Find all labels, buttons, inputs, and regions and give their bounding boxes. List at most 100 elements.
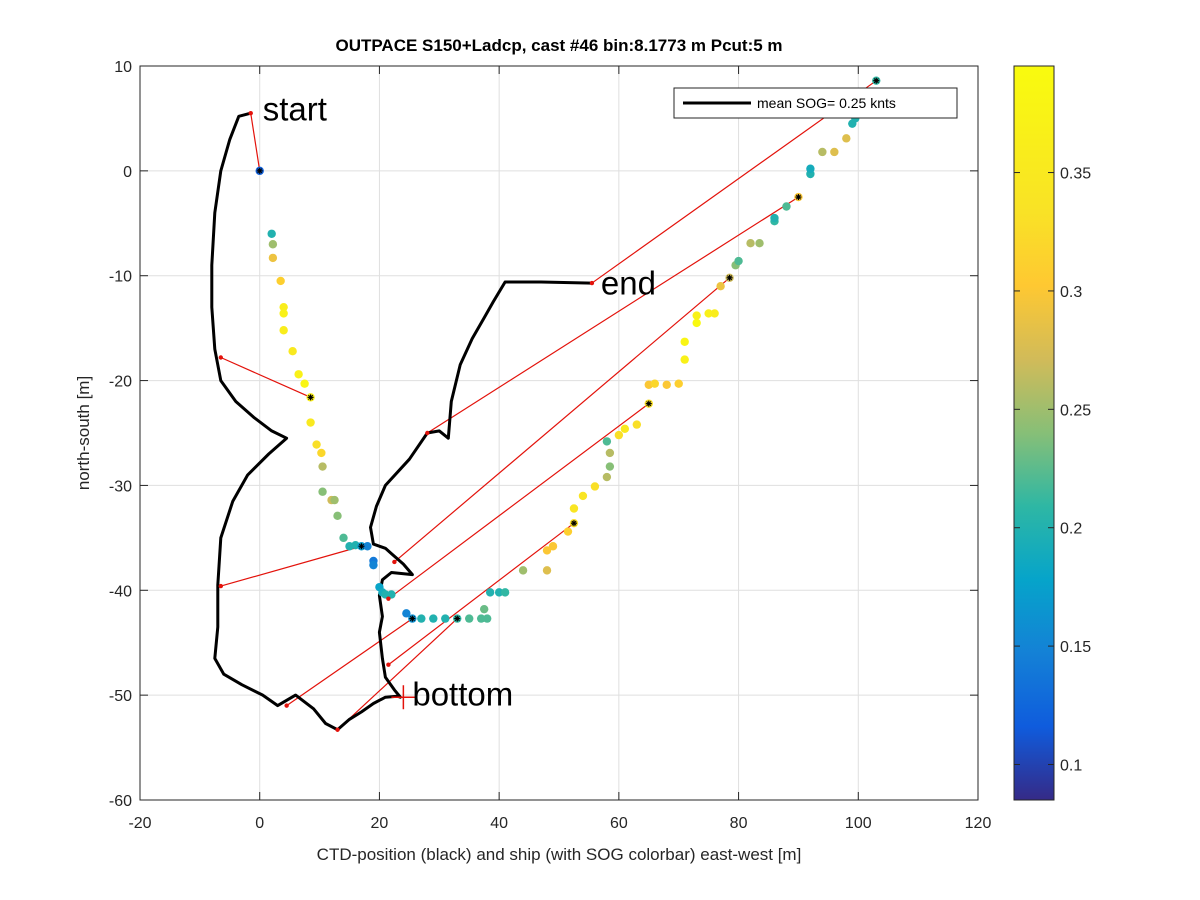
- ship-black-marker: [307, 394, 314, 401]
- ship-black-marker: [256, 167, 263, 174]
- x-tick-label: 120: [965, 815, 992, 832]
- ship-point: [268, 253, 278, 263]
- colorbar-tick-label: 0.1: [1060, 757, 1082, 774]
- connector-endpoint: [218, 355, 224, 360]
- ship-point: [312, 440, 321, 449]
- x-tick-label: -20: [128, 815, 151, 832]
- ship-point: [614, 430, 624, 440]
- ship-point: [542, 546, 552, 555]
- ship-point: [339, 533, 348, 543]
- ship-point: [333, 511, 342, 521]
- ship-point: [650, 379, 659, 388]
- annotation-end: end: [601, 265, 656, 302]
- chart-title: OUTPACE S150+Ladcp, cast #46 bin:8.1773 …: [335, 36, 782, 55]
- connector-line: [220, 356, 311, 398]
- ship-point: [429, 614, 438, 623]
- ship-point: [563, 527, 573, 536]
- colorbar-tick-label: 0.3: [1060, 284, 1082, 301]
- ship-point: [317, 448, 326, 458]
- annotation-start: start: [263, 91, 327, 128]
- ship-point: [782, 202, 791, 211]
- ship-black-marker: [873, 77, 880, 84]
- ship-point: [830, 147, 839, 157]
- connector-line: [426, 196, 799, 434]
- connector-line: [337, 618, 458, 731]
- x-tick-label: 100: [845, 815, 872, 832]
- y-tick-label: -60: [109, 793, 132, 810]
- ship-point: [602, 437, 612, 446]
- ship-point: [402, 609, 411, 618]
- connector-endpoint: [425, 430, 430, 436]
- ship-point: [363, 542, 372, 551]
- ship-black-marker: [570, 520, 577, 527]
- ship-point: [494, 588, 504, 597]
- ship-point: [662, 380, 671, 389]
- connector-endpoint: [386, 596, 391, 601]
- connector-line: [220, 545, 362, 587]
- ship-point: [692, 318, 701, 328]
- ship-point: [288, 347, 297, 356]
- y-tick-label: -20: [109, 374, 132, 391]
- ship-point: [381, 590, 390, 599]
- ship-point: [632, 420, 642, 429]
- ship-point: [279, 302, 288, 312]
- ship-point: [578, 491, 588, 501]
- ship-black-marker: [795, 194, 802, 201]
- ship-point: [482, 614, 492, 623]
- x-tick-label: 80: [730, 815, 748, 832]
- ship-point: [605, 462, 615, 471]
- ship-point: [620, 424, 630, 434]
- y-tick-label: -30: [109, 478, 132, 495]
- connector-endpoint: [248, 110, 253, 116]
- x-tick-label: 0: [255, 815, 264, 832]
- ship-point: [387, 590, 396, 599]
- ship-point: [755, 239, 764, 248]
- ship-point: [306, 418, 315, 427]
- ship-point: [500, 588, 510, 597]
- ship-point: [602, 472, 612, 482]
- ship-point: [680, 355, 689, 364]
- ship-point: [674, 379, 683, 388]
- ship-point: [476, 614, 486, 623]
- ship-point: [268, 240, 278, 249]
- y-axis-label: north-south [m]: [74, 376, 93, 490]
- ship-point: [704, 309, 713, 318]
- ship-point: [716, 282, 725, 291]
- annotation-bottom: bottom: [412, 676, 513, 713]
- connector-line: [286, 618, 413, 707]
- colorbar-ticks: 0.1 0.15 0.2 0.25 0.3 0.35: [1014, 166, 1091, 774]
- connector-endpoint: [284, 703, 289, 708]
- ship-black-marker: [409, 615, 416, 622]
- annotations: start end bottom: [263, 91, 656, 713]
- ship-point: [485, 588, 495, 597]
- ship-point: [746, 239, 755, 248]
- ship-point: [680, 337, 689, 346]
- ship-point: [465, 614, 474, 623]
- ship-point: [369, 560, 378, 570]
- ship-point: [692, 311, 701, 320]
- connector-endpoint: [335, 727, 340, 732]
- ship-point: [548, 542, 558, 551]
- connector-line: [388, 522, 575, 666]
- x-tick-label: 60: [610, 815, 628, 832]
- connector-endpoint: [589, 280, 595, 286]
- ship-point: [417, 614, 426, 623]
- ship-point: [300, 379, 309, 388]
- y-tick-label: -40: [109, 583, 132, 600]
- y-tick-label: -50: [109, 688, 132, 705]
- ship-point: [318, 487, 327, 496]
- colorbar-tick-label: 0.15: [1060, 639, 1091, 656]
- x-axis-label: CTD-position (black) and ship (with SOG …: [317, 845, 802, 864]
- ship-point: [818, 147, 827, 157]
- ship-point: [569, 504, 579, 513]
- y-tick-label: 0: [123, 164, 132, 181]
- ship-point: [279, 309, 288, 318]
- colorbar-tick-label: 0.25: [1060, 402, 1091, 419]
- x-axis-ticks: -20 0 20 40 60 80 100 120: [128, 66, 991, 832]
- colorbar-tick-label: 0.35: [1060, 166, 1091, 183]
- ship-black-marker: [645, 400, 652, 407]
- y-axis-ticks: -60 -50 -40 -30 -20 -10 0 10: [109, 59, 978, 810]
- colorbar: [1013, 65, 1055, 801]
- y-tick-label: -10: [109, 269, 132, 286]
